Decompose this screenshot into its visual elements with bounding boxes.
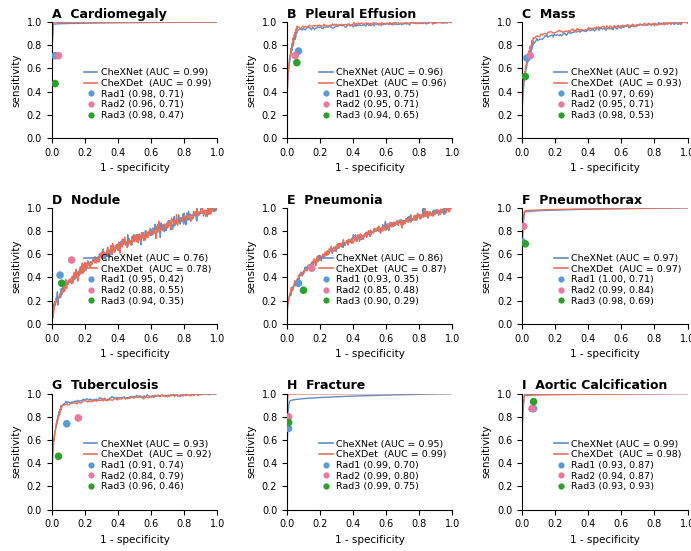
Text: G  Tuberculosis: G Tuberculosis [52,380,158,392]
Point [293,279,304,288]
Point [524,51,536,60]
Legend: CheXNet (AUC = 0.97), CheXDet  (AUC = 0.97), Rad1 (1.00, 0.71), Rad2 (0.99, 0.84: CheXNet (AUC = 0.97), CheXDet (AUC = 0.9… [553,253,683,307]
Text: B  Pleural Effusion: B Pleural Effusion [287,8,416,21]
Legend: CheXNet (AUC = 0.86), CheXDet  (AUC = 0.87), Rad1 (0.93, 0.35), Rad2 (0.85, 0.48: CheXNet (AUC = 0.86), CheXDet (AUC = 0.8… [319,253,448,307]
Text: E  Pneumonia: E Pneumonia [287,193,383,207]
Y-axis label: sensitivity: sensitivity [11,53,21,107]
Point [516,237,527,246]
Legend: CheXNet (AUC = 0.99), CheXDet  (AUC = 0.99), Rad1 (0.98, 0.71), Rad2 (0.96, 0.71: CheXNet (AUC = 0.99), CheXDet (AUC = 0.9… [84,67,213,121]
Text: H  Fracture: H Fracture [287,380,365,392]
Y-axis label: sensitivity: sensitivity [482,239,491,293]
Point [283,418,294,427]
Text: C  Mass: C Mass [522,8,576,21]
Point [528,404,539,413]
Point [50,51,61,60]
Text: I  Aortic Calcification: I Aortic Calcification [522,380,668,392]
Legend: CheXNet (AUC = 0.93), CheXDet  (AUC = 0.92), Rad1 (0.91, 0.74), Rad2 (0.84, 0.79: CheXNet (AUC = 0.93), CheXDet (AUC = 0.9… [84,439,213,493]
Point [50,79,61,88]
X-axis label: 1 - specificity: 1 - specificity [334,349,405,359]
Point [290,51,301,60]
Legend: CheXNet (AUC = 0.95), CheXDet  (AUC = 0.99), Rad1 (0.99, 0.70), Rad2 (0.99, 0.80: CheXNet (AUC = 0.95), CheXDet (AUC = 0.9… [319,439,448,493]
Y-axis label: sensitivity: sensitivity [482,425,491,478]
Text: F  Pneumothorax: F Pneumothorax [522,193,642,207]
Y-axis label: sensitivity: sensitivity [482,53,491,107]
Text: D  Nodule: D Nodule [52,193,120,207]
Legend: CheXNet (AUC = 0.99), CheXDet  (AUC = 0.98), Rad1 (0.93, 0.87), Rad2 (0.94, 0.87: CheXNet (AUC = 0.99), CheXDet (AUC = 0.9… [553,439,683,493]
X-axis label: 1 - specificity: 1 - specificity [570,164,640,174]
X-axis label: 1 - specificity: 1 - specificity [334,164,405,174]
Y-axis label: sensitivity: sensitivity [246,425,256,478]
Legend: CheXNet (AUC = 0.96), CheXDet  (AUC = 0.96), Rad1 (0.93, 0.75), Rad2 (0.95, 0.71: CheXNet (AUC = 0.96), CheXDet (AUC = 0.9… [319,67,448,121]
Point [283,412,294,421]
X-axis label: 1 - specificity: 1 - specificity [100,349,169,359]
Y-axis label: sensitivity: sensitivity [246,53,256,107]
Y-axis label: sensitivity: sensitivity [246,239,256,293]
Point [56,279,67,288]
Point [66,256,77,264]
Point [306,264,317,273]
Point [293,47,304,56]
Point [518,222,529,231]
Point [61,419,73,428]
X-axis label: 1 - specificity: 1 - specificity [100,164,169,174]
Point [527,404,538,413]
Point [53,452,64,461]
Point [520,72,531,81]
Point [522,53,533,62]
Point [520,239,531,248]
Point [298,286,309,295]
Y-axis label: sensitivity: sensitivity [11,425,21,478]
Point [53,51,64,60]
X-axis label: 1 - specificity: 1 - specificity [570,349,640,359]
Legend: CheXNet (AUC = 0.76), CheXDet  (AUC = 0.78), Rad1 (0.95, 0.42), Rad2 (0.88, 0.55: CheXNet (AUC = 0.76), CheXDet (AUC = 0.7… [84,253,213,307]
X-axis label: 1 - specificity: 1 - specificity [100,535,169,545]
Point [292,58,303,67]
X-axis label: 1 - specificity: 1 - specificity [570,535,640,545]
Point [55,271,66,279]
X-axis label: 1 - specificity: 1 - specificity [334,535,405,545]
Y-axis label: sensitivity: sensitivity [11,239,21,293]
Point [528,397,539,406]
Point [73,414,84,423]
Text: A  Cardiomegaly: A Cardiomegaly [52,8,167,21]
Legend: CheXNet (AUC = 0.92), CheXDet  (AUC = 0.93), Rad1 (0.97, 0.69), Rad2 (0.95, 0.71: CheXNet (AUC = 0.92), CheXDet (AUC = 0.9… [553,67,683,121]
Point [283,424,294,433]
